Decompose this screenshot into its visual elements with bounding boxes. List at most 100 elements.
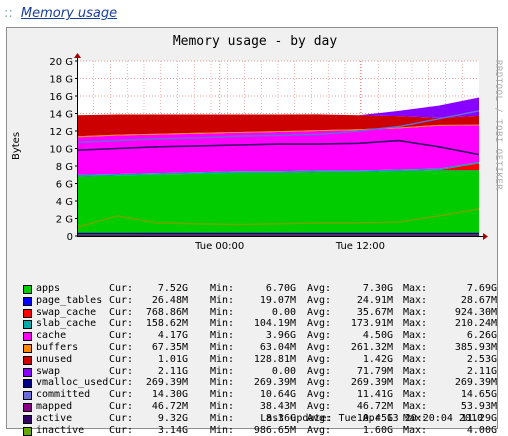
y-tick-label: 0 (67, 232, 73, 243)
legend-min-label: Min: (210, 330, 234, 341)
legend-swatch (23, 344, 32, 353)
legend-swatch (23, 356, 32, 365)
legend-min-value: 19.07M (236, 295, 296, 306)
legend-cur-label: Cur: (109, 342, 133, 353)
legend-min-value: 6.70G (236, 283, 296, 294)
legend-series-name: unused (36, 354, 72, 365)
legend-series-name: committed (36, 389, 90, 400)
legend-min-label: Min: (210, 342, 234, 353)
y-tick-label: 14 G (49, 110, 73, 121)
legend-avg-value: 71.79M (333, 366, 393, 377)
page-header: :: Memory usage (4, 6, 117, 21)
legend-max-label: Max: (403, 318, 427, 329)
legend-min-value: 104.19M (236, 318, 296, 329)
legend-max-label: Max: (403, 295, 427, 306)
legend-avg-label: Avg: (307, 318, 331, 329)
legend-avg-value: 1.42G (333, 354, 393, 365)
legend-cur-value: 67.35M (140, 342, 188, 353)
y-tick-label: 18 G (49, 75, 73, 86)
legend-max-value: 210.24M (431, 318, 497, 329)
legend-max-label: Max: (403, 366, 427, 377)
y-tick-labels: 02 G4 G6 G8 G10 G12 G14 G16 G18 G20 G (49, 57, 77, 243)
chart-title: Memory usage - by day (173, 34, 338, 49)
legend-max-value: 385.93M (431, 342, 497, 353)
legend-series-name: cache (36, 330, 66, 341)
area-apps (77, 170, 479, 236)
legend-cur-value: 768.86M (140, 307, 188, 318)
legend-max-label: Max: (403, 377, 427, 388)
legend-avg-value: 35.67M (333, 307, 393, 318)
legend-series-name: buffers (36, 342, 78, 353)
legend-swatch (23, 297, 32, 306)
legend-avg-value: 46.72M (333, 401, 393, 412)
legend-avg-value: 261.32M (333, 342, 393, 353)
y-axis-arrow-icon (74, 53, 81, 58)
legend-cur-value: 158.62M (140, 318, 188, 329)
legend-cur-label: Cur: (109, 318, 133, 329)
legend-cur-label: Cur: (109, 389, 133, 400)
legend-min-label: Min: (210, 307, 234, 318)
legend-max-label: Max: (403, 307, 427, 318)
legend-min-label: Min: (210, 401, 234, 412)
legend-cur-label: Cur: (109, 330, 133, 341)
legend-min-value: 10.64G (236, 389, 296, 400)
legend-max-value: 269.39M (431, 377, 497, 388)
legend-series-name: mapped (36, 401, 72, 412)
legend-cur-value: 14.30G (140, 389, 188, 400)
legend-min-value: 986.65M (236, 425, 296, 436)
y-tick-label: 8 G (56, 162, 73, 173)
legend-avg-label: Avg: (307, 295, 331, 306)
x-tick-label: Tue 12:00 (335, 241, 385, 252)
x-tick-label: Tue 00:00 (194, 241, 244, 252)
legend-avg-label: Avg: (307, 425, 331, 436)
legend-cur-value: 269.39M (140, 377, 188, 388)
y-axis-label: Bytes (11, 132, 22, 160)
legend-cur-label: Cur: (109, 377, 133, 388)
legend-cur-label: Cur: (109, 307, 133, 318)
legend-cur-label: Cur: (109, 283, 133, 294)
legend-max-value: 2.53G (431, 354, 497, 365)
header-prefix: :: (4, 6, 13, 21)
legend-min-label: Min: (210, 377, 234, 388)
legend-min-value: 3.96G (236, 330, 296, 341)
legend-series-name: swap (36, 366, 60, 377)
legend-avg-value: 1.60G (333, 425, 393, 436)
memory-chart: Memory usage - by day Bytes 02 G4 G6 G8 … (7, 28, 497, 254)
legend-cur-value: 46.72M (140, 401, 188, 412)
legend-series-name: page_tables (36, 295, 102, 306)
legend-swatch (23, 320, 32, 329)
legend-avg-value: 7.30G (333, 283, 393, 294)
legend-min-label: Min: (210, 295, 234, 306)
legend-avg-value: 24.91M (333, 295, 393, 306)
legend-avg-label: Avg: (307, 401, 331, 412)
legend-cur-label: Cur: (109, 354, 133, 365)
legend-swatch (23, 332, 32, 341)
legend-swatch (23, 403, 32, 412)
legend-min-label: Min: (210, 283, 234, 294)
legend-min-label: Min: (210, 354, 234, 365)
legend-avg-label: Avg: (307, 389, 331, 400)
legend-swatch (23, 379, 32, 388)
legend-max-label: Max: (403, 389, 427, 400)
legend-cur-value: 26.48M (140, 295, 188, 306)
area-series (77, 98, 479, 237)
legend-series-name: inactive (36, 425, 84, 436)
memory-usage-link[interactable]: Memory usage (21, 6, 117, 21)
legend-series-name: vmalloc_used (36, 377, 108, 388)
legend-series-name: apps (36, 283, 60, 294)
legend-avg-label: Avg: (307, 354, 331, 365)
legend-avg-value: 11.41G (333, 389, 393, 400)
legend-swatch (23, 427, 32, 436)
legend-max-value: 53.93M (431, 401, 497, 412)
legend-avg-label: Avg: (307, 283, 331, 294)
legend-min-value: 0.00 (236, 307, 296, 318)
legend-avg-label: Avg: (307, 377, 331, 388)
legend-max-value: 14.65G (431, 389, 497, 400)
